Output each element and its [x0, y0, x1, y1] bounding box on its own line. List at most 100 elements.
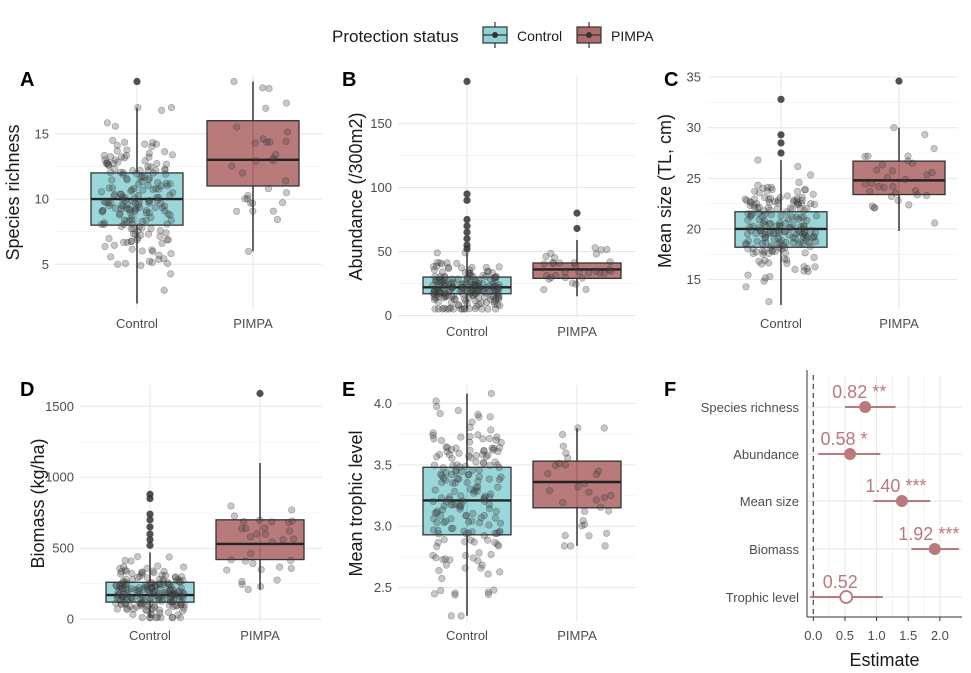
y-tick-label: 5: [42, 257, 49, 272]
jitter-point: [464, 294, 473, 302]
jitter-point: [479, 271, 487, 280]
jitter-point: [478, 286, 486, 294]
jitter-point: [122, 575, 130, 583]
jitter-point: [782, 208, 791, 216]
jitter-point: [930, 145, 938, 153]
jitter-point: [443, 498, 451, 506]
jitter-point: [465, 452, 473, 460]
jitter-point: [112, 592, 121, 600]
jitter-point: [126, 602, 134, 610]
jitter-point: [437, 470, 445, 478]
jitter-point: [585, 532, 593, 540]
jitter-point: [787, 224, 795, 232]
jitter-point: [97, 188, 106, 196]
jitter-point: [474, 410, 482, 419]
jitter-point: [241, 195, 249, 203]
jitter-point: [761, 233, 769, 241]
x-tick-label: PIMPA: [557, 628, 597, 643]
jitter-point: [559, 499, 567, 507]
jitter-point: [179, 576, 187, 585]
jitter-point: [155, 596, 163, 604]
jitter-point: [559, 442, 567, 450]
jitter-point: [797, 199, 806, 208]
jitter-point: [140, 596, 148, 604]
jitter-point: [477, 299, 486, 307]
jitter-point: [753, 237, 761, 245]
jitter-point: [246, 533, 255, 541]
jitter-point: [157, 200, 165, 208]
jitter-point: [449, 461, 457, 470]
jitter-point: [457, 501, 465, 509]
jitter-point: [440, 536, 448, 544]
jitter-point: [117, 570, 125, 578]
jitter-point: [461, 462, 470, 471]
jitter-point: [440, 502, 448, 510]
outlier-point: [146, 510, 154, 518]
jitter-point: [128, 216, 136, 224]
jitter-point: [766, 206, 774, 214]
jitter-point: [475, 300, 483, 309]
x-tick-label: 1.5: [899, 628, 917, 643]
jitter-point: [152, 581, 160, 589]
jitter-point: [176, 614, 184, 622]
jitter-point: [488, 269, 496, 277]
jitter-point: [796, 238, 805, 246]
box: [532, 262, 622, 280]
jitter-point: [459, 284, 467, 292]
jitter-point: [117, 153, 126, 161]
jitter-point: [177, 600, 185, 609]
jitter-point: [767, 211, 775, 219]
jitter-point: [433, 403, 441, 411]
jitter-point: [757, 260, 766, 268]
jitter-point: [447, 470, 456, 479]
y-tick-label: 50: [378, 244, 392, 259]
jitter-point: [571, 262, 580, 270]
jitter-point: [803, 204, 811, 213]
jitter-point: [288, 506, 296, 514]
jitter-point: [449, 292, 458, 300]
jitter-point: [438, 305, 447, 313]
jitter-point: [445, 265, 453, 273]
jitter-point: [128, 167, 137, 175]
jitter-point: [128, 212, 136, 220]
jitter-point: [114, 591, 122, 599]
jitter-point: [570, 259, 578, 267]
jitter-point: [580, 480, 589, 488]
jitter-point: [811, 229, 820, 237]
outlier-point: [463, 235, 471, 243]
jitter-point: [567, 542, 575, 550]
jitter-point: [114, 587, 122, 596]
jitter-point: [163, 236, 171, 244]
y-tick-label: 100: [370, 180, 392, 195]
jitter-point: [779, 241, 787, 249]
jitter-point: [126, 216, 134, 224]
jitter-point: [156, 609, 164, 617]
jitter-point: [445, 287, 453, 296]
box-control: [422, 77, 512, 313]
jitter-point: [454, 406, 462, 415]
jitter-point: [582, 285, 590, 294]
jitter-point: [134, 588, 142, 596]
jitter-point: [798, 196, 806, 204]
jitter-point: [763, 187, 771, 195]
jitter-point: [466, 289, 474, 297]
jitter-point: [268, 538, 276, 546]
jitter-point: [487, 390, 496, 398]
jitter-point: [491, 529, 499, 537]
jitter-point: [753, 204, 762, 212]
jitter-point: [143, 607, 151, 615]
jitter-point: [168, 589, 177, 598]
jitter-point: [472, 286, 480, 295]
jitter-point: [152, 166, 160, 174]
jitter-point: [453, 461, 461, 469]
jitter-point: [592, 267, 600, 276]
jitter-point: [479, 280, 487, 288]
jitter-point: [433, 519, 441, 527]
box-control: [734, 95, 828, 306]
jitter-point: [484, 267, 492, 276]
jitter-point: [161, 588, 169, 597]
jitter-point: [169, 596, 177, 604]
jitter-point: [430, 590, 439, 598]
jitter-point: [759, 219, 767, 227]
jitter-point: [600, 424, 608, 432]
